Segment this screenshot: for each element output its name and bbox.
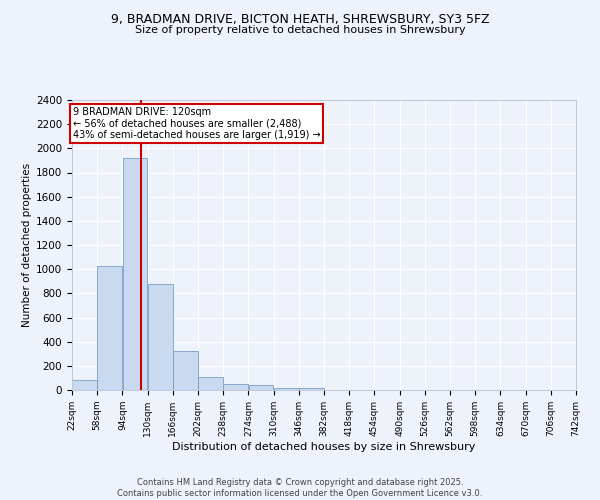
- Bar: [122, 158, 148, 390]
- Text: Size of property relative to detached houses in Shrewsbury: Size of property relative to detached ho…: [134, 25, 466, 35]
- Text: Contains HM Land Registry data © Crown copyright and database right 2025.
Contai: Contains HM Land Registry data © Crown c…: [118, 478, 482, 498]
- Text: 9 BRADMAN DRIVE: 120sqm
← 56% of detached houses are smaller (2,488)
43% of semi: 9 BRADMAN DRIVE: 120sqm ← 56% of detache…: [73, 108, 320, 140]
- Bar: [248, 384, 274, 390]
- Bar: [223, 384, 248, 390]
- Text: 9, BRADMAN DRIVE, BICTON HEATH, SHREWSBURY, SY3 5FZ: 9, BRADMAN DRIVE, BICTON HEATH, SHREWSBU…: [110, 12, 490, 26]
- Bar: [299, 388, 324, 390]
- Bar: [148, 284, 173, 390]
- Bar: [173, 352, 198, 390]
- X-axis label: Distribution of detached houses by size in Shrewsbury: Distribution of detached houses by size …: [172, 442, 476, 452]
- Y-axis label: Number of detached properties: Number of detached properties: [22, 163, 32, 327]
- Bar: [72, 380, 97, 390]
- Bar: [97, 266, 122, 390]
- Bar: [198, 376, 223, 390]
- Bar: [274, 388, 299, 390]
